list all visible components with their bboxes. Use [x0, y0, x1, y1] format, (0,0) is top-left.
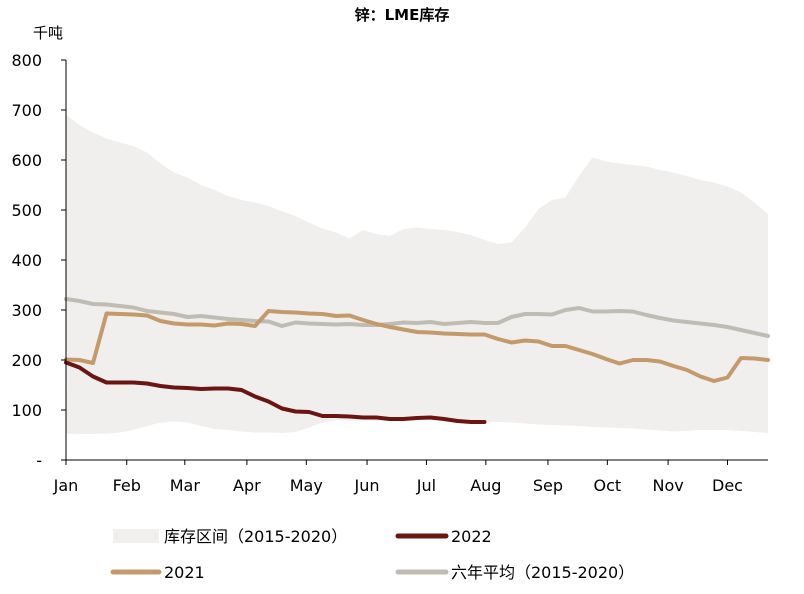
- legend-label-six-year-average: 六年平均（2015-2020）: [451, 563, 634, 582]
- y-axis-unit: 千吨: [33, 24, 63, 42]
- y-ticks: - 100 200 300 400 500 600 700 800: [11, 51, 66, 470]
- chart-title: 锌：LME库存: [355, 6, 450, 24]
- y-tick-label: 200: [11, 351, 42, 370]
- x-tick-label: Mar: [170, 476, 201, 495]
- plot-area: [64, 115, 770, 434]
- y-tick-label: 300: [11, 301, 42, 320]
- y-tick-label: 500: [11, 201, 42, 220]
- y-tick-label: 800: [11, 51, 42, 70]
- legend-label-range: 库存区间（2015-2020）: [164, 527, 347, 546]
- x-tick-label: Nov: [652, 476, 683, 495]
- y-tick-label: -: [36, 451, 42, 470]
- x-tick-label: Jun: [354, 476, 380, 495]
- x-tick-label: Aug: [470, 476, 501, 495]
- legend: 库存区间（2015-2020） 2022 2021 六年平均（2015-2020…: [110, 527, 634, 582]
- y-tick-label: 400: [11, 251, 42, 270]
- axes: - 100 200 300 400 500 600 700 800 Jan Feb Mar Apr Ma…: [11, 51, 768, 495]
- series-line-2022: [64, 360, 487, 424]
- legend-label-2022: 2022: [451, 527, 492, 546]
- series-layer: [64, 297, 770, 424]
- x-tick-label: Feb: [113, 476, 141, 495]
- legend-item-2022: 2022: [395, 527, 492, 546]
- legend-item-six-year-average: 六年平均（2015-2020）: [395, 563, 634, 582]
- y-tick-label: 100: [11, 401, 42, 420]
- x-tick-label: Apr: [233, 476, 261, 495]
- legend-swatch-range: [113, 529, 159, 543]
- x-tick-label: Oct: [594, 476, 622, 495]
- y-tick-label: 600: [11, 151, 42, 170]
- x-tick-label: Sep: [533, 476, 563, 495]
- x-tick-label: Jan: [53, 476, 79, 495]
- legend-item-range: 库存区间（2015-2020）: [113, 527, 347, 546]
- x-tick-label: Dec: [712, 476, 743, 495]
- legend-label-2021: 2021: [164, 563, 205, 582]
- legend-item-2021: 2021: [110, 563, 205, 582]
- x-ticks: Jan Feb Mar Apr May Jun Jul Aug Sep Oct Nov Dec: [53, 460, 743, 495]
- x-tick-label: Jul: [416, 476, 436, 495]
- series-line-six-year-average: [64, 297, 770, 338]
- series-line-2021: [64, 309, 770, 383]
- y-tick-label: 700: [11, 101, 42, 120]
- x-tick-label: May: [290, 476, 323, 495]
